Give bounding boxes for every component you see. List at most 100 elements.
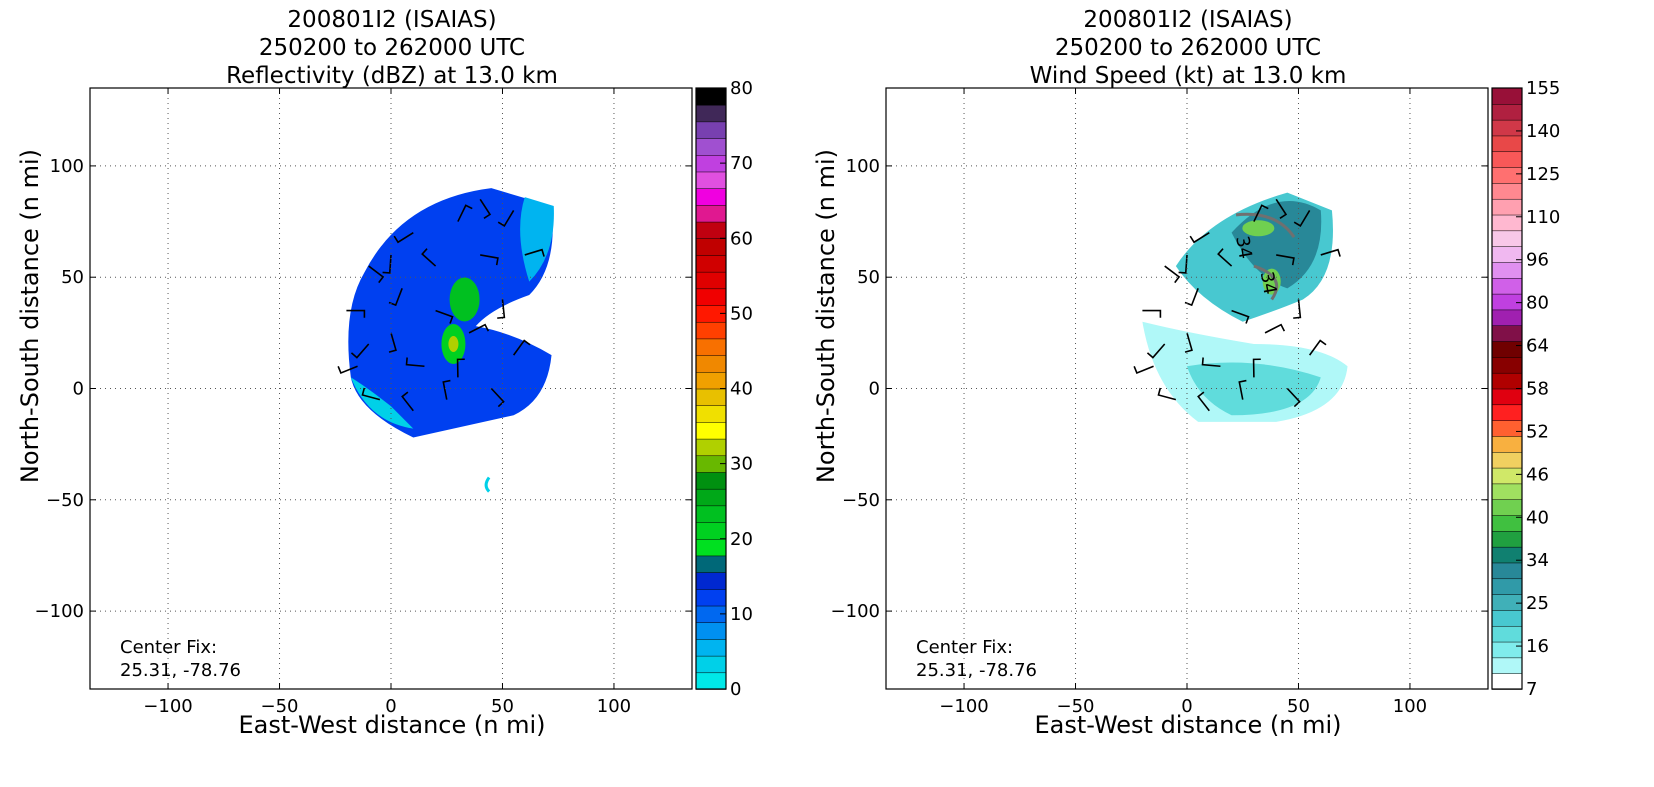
x-tick-label: 100 xyxy=(1393,696,1427,717)
wind-barb xyxy=(1178,254,1188,274)
colorbar-swatch xyxy=(1491,166,1523,184)
colorbar-swatch xyxy=(695,672,727,690)
reflectivity-panel: 200801I2 (ISAIAS) 250200 to 262000 UTC R… xyxy=(16,6,753,739)
y-tick-label: 50 xyxy=(857,267,880,288)
wind-barb xyxy=(1253,204,1269,222)
colorbar-tick-label: 25 xyxy=(1526,593,1549,614)
wind-barb xyxy=(337,365,358,375)
colorbar-tick-label: 50 xyxy=(730,303,753,324)
contour-34kt xyxy=(1235,212,1296,301)
colorbar-swatch xyxy=(695,655,727,674)
colorbar-swatch xyxy=(695,238,727,256)
colorbar-swatch xyxy=(1491,451,1523,469)
colorbar-tick-label: 64 xyxy=(1526,336,1549,357)
wind-barb xyxy=(490,387,505,408)
colorbar-swatch xyxy=(1491,230,1523,247)
wind-barb xyxy=(1184,332,1193,353)
colorbar-tick-label: 10 xyxy=(730,604,753,625)
wind-barb xyxy=(468,323,490,334)
x-tick-label: −50 xyxy=(1057,696,1095,717)
wind-barb xyxy=(512,339,531,356)
x-axis-label: East-West distance (n mi) xyxy=(238,711,546,739)
wind-barb xyxy=(456,358,465,378)
y-tick-label: 0 xyxy=(73,379,84,400)
wind-barb xyxy=(1231,309,1250,324)
colorbar-tick-label: 155 xyxy=(1526,78,1560,99)
colorbar-swatch xyxy=(1491,388,1523,406)
colorbar-swatch xyxy=(1491,625,1523,643)
colorbar-tick-label: 40 xyxy=(1526,507,1549,528)
wind-barb xyxy=(1142,309,1162,318)
colorbar-swatch xyxy=(695,538,727,557)
colorbar-swatch xyxy=(1491,498,1523,516)
title-line-1: 200801I2 (ISAIAS) xyxy=(287,7,497,33)
wind-barb xyxy=(1189,232,1210,244)
colorbar-tick-label: 96 xyxy=(1526,250,1549,271)
chart-title: 200801I2 (ISAIAS) 250200 to 262000 UTC R… xyxy=(72,6,712,90)
wind-region xyxy=(1187,362,1321,416)
colorbar-swatch xyxy=(695,638,727,657)
colorbar-swatch xyxy=(1491,87,1523,105)
colorbar-swatch xyxy=(1491,404,1523,421)
reflectivity-region-edge xyxy=(350,377,414,429)
center-fix-annotation: Center Fix: 25.31, -78.76 xyxy=(120,636,241,682)
colorbar-tick-label: 20 xyxy=(730,529,753,550)
colorbar-swatch xyxy=(1491,467,1523,485)
contour-label: 34 xyxy=(1231,234,1256,260)
center-fix-value: 25.31, -78.76 xyxy=(916,660,1037,681)
title-line-3: Wind Speed (kt) at 13.0 km xyxy=(1029,63,1347,89)
colorbar-swatch xyxy=(695,621,727,640)
wind-barb xyxy=(442,379,451,400)
wind-barb xyxy=(1217,248,1233,267)
wind-barb xyxy=(1238,379,1247,400)
wind-barb xyxy=(350,343,370,359)
colorbar-swatch xyxy=(1491,530,1523,548)
colorbar-swatch xyxy=(695,321,727,340)
colorbar-swatch xyxy=(695,137,727,156)
reflectivity-region-low xyxy=(348,188,553,438)
wind-barb xyxy=(1157,387,1177,401)
wind-barb xyxy=(1276,254,1295,266)
center-fix-value: 25.31, -78.76 xyxy=(120,660,241,681)
center-fix-annotation: Center Fix: 25.31, -78.76 xyxy=(916,636,1037,682)
wind-barb xyxy=(1146,343,1166,359)
center-fix-label: Center Fix: xyxy=(916,637,1014,658)
colorbar-tick-label: 58 xyxy=(1526,379,1549,400)
wind-barb xyxy=(1275,198,1288,219)
colorbar-swatch xyxy=(1491,103,1523,121)
contour-label: 34 xyxy=(1256,270,1281,296)
wind-barb xyxy=(382,254,392,274)
center-fix-label: Center Fix: xyxy=(120,637,218,658)
colorbar-swatch xyxy=(695,204,727,223)
colorbar-swatch xyxy=(1491,182,1523,200)
wind-barb xyxy=(497,210,515,227)
wind-barb xyxy=(421,248,437,267)
wind-barb xyxy=(368,265,385,284)
colorbar-tick-label: 110 xyxy=(1526,207,1560,228)
reflectivity-fragment xyxy=(484,476,491,493)
x-tick-label: −50 xyxy=(261,696,299,717)
colorbar-swatch xyxy=(695,171,727,189)
wind-barb xyxy=(497,299,506,319)
y-tick-label: −100 xyxy=(35,601,84,622)
x-tick-label: 50 xyxy=(491,696,514,717)
colorbar-tick-label: 16 xyxy=(1526,636,1549,657)
colorbar-swatch xyxy=(695,121,727,139)
reflectivity-core xyxy=(449,277,480,322)
y-tick-label: 0 xyxy=(869,379,880,400)
colorbar-tick-label: 0 xyxy=(730,679,741,700)
colorbar-swatch xyxy=(1491,309,1523,326)
colorbar-swatch xyxy=(1491,372,1523,390)
colorbar-swatch xyxy=(1491,340,1523,358)
colorbar-swatch xyxy=(1491,356,1523,374)
wind-barb xyxy=(346,309,366,318)
wind-barb xyxy=(1320,248,1341,257)
colorbar-tick-label: 70 xyxy=(730,153,753,174)
colorbar-swatch xyxy=(1491,324,1523,342)
wind-speed-plot: 3434−100100−50500050−50100−1001551401251… xyxy=(831,78,1561,717)
colorbar-swatch xyxy=(695,371,727,390)
colorbar-swatch xyxy=(1491,609,1523,627)
colorbar-tick-label: 46 xyxy=(1526,464,1549,485)
colorbar-tick-label: 140 xyxy=(1526,121,1560,142)
